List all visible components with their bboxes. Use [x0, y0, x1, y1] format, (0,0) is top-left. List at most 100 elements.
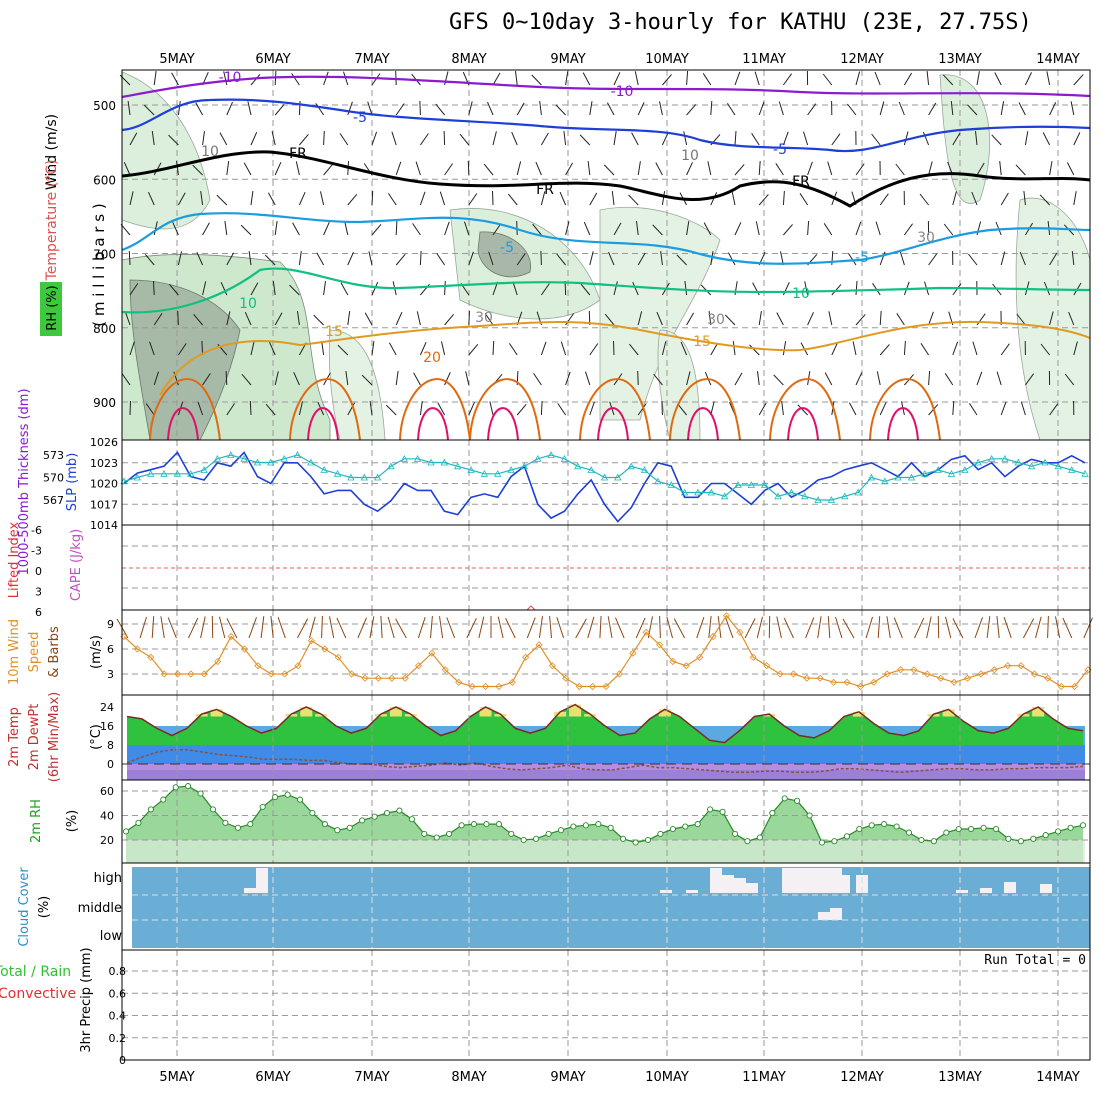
- wind-barb: [613, 340, 615, 356]
- wind-barb: [436, 253, 446, 266]
- thickness-point: [560, 454, 569, 462]
- wind-barb: [492, 72, 501, 86]
- wind-barb: [323, 221, 330, 236]
- cloud-level-label: low: [100, 929, 123, 944]
- wind-barb: [781, 401, 784, 416]
- cloud-cover-block: [710, 868, 722, 893]
- thickness-point: [587, 466, 595, 473]
- wind10-barb: [842, 618, 855, 639]
- thickness-point: [881, 477, 889, 485]
- cloud-cover-block: [746, 883, 758, 893]
- wind-barb: [274, 312, 283, 326]
- wind10-barb: [556, 616, 565, 639]
- ylabel-precip: 3hr Precip (mm): [79, 947, 94, 1052]
- wind10-barb: [1083, 617, 1093, 639]
- wind-barb: [1024, 131, 1029, 146]
- wind-barb: [903, 72, 913, 86]
- wind-barb: [347, 251, 354, 266]
- thickness-point: [574, 462, 582, 470]
- wind-barb: [269, 341, 276, 356]
- wind-barb: [632, 281, 639, 296]
- thickness-point: [280, 454, 288, 462]
- contour-20: [469, 378, 541, 441]
- wind10-barb: [783, 617, 794, 639]
- wind-speed-point: [562, 674, 570, 682]
- wind-barb: [369, 401, 373, 416]
- wind-barb: [337, 344, 349, 356]
- ylabel-speed: Speed: [27, 632, 42, 673]
- wind-barb: [637, 252, 646, 266]
- wind-barb: [952, 400, 955, 416]
- rh-point: [247, 821, 254, 828]
- wind-speed-point: [415, 662, 423, 670]
- wind-speed-point: [174, 670, 182, 678]
- wind-barb: [991, 134, 1002, 146]
- wind-barb: [1000, 343, 1010, 356]
- thickness-point: [814, 496, 822, 503]
- wind-speed-point: [589, 682, 597, 691]
- wind-barb: [516, 253, 526, 266]
- rh-point: [868, 822, 875, 829]
- wind-barb: [565, 371, 571, 386]
- wind-barb: [686, 70, 689, 86]
- wind-speed-point: [1084, 666, 1092, 674]
- wind-barb: [220, 281, 228, 296]
- wind-barb: [928, 102, 937, 116]
- wind-barb: [686, 371, 691, 386]
- wind-barb: [879, 344, 890, 356]
- temp-warm-cap: [927, 714, 940, 717]
- wind-barb: [661, 132, 669, 146]
- wind-barb: [299, 133, 309, 146]
- wind-barb: [129, 341, 135, 356]
- thickness-tick-label: 573: [43, 449, 64, 462]
- wind10-barb: [505, 617, 516, 639]
- wind10-barb: [986, 616, 991, 639]
- thickness-point: [467, 466, 475, 473]
- rh-point: [843, 833, 850, 840]
- contour-20: [869, 378, 941, 441]
- wind-barb: [1018, 102, 1026, 116]
- wind-barb: [1016, 313, 1026, 326]
- wind-barb: [1073, 341, 1078, 356]
- wind-barb: [583, 221, 591, 236]
- thickness-point: [253, 458, 262, 466]
- ylabel-2m-dewpt: 2m DewPt: [27, 704, 42, 771]
- date-label-bottom: 13MAY: [938, 1070, 982, 1085]
- wind-barb: [852, 341, 857, 356]
- wind-barb: [437, 402, 446, 416]
- pressure-tick-label: 800: [93, 322, 116, 336]
- wind-barb: [782, 190, 785, 206]
- pressure-tick-label: 900: [93, 396, 116, 410]
- rh-point: [172, 784, 179, 791]
- wind-barb: [531, 74, 542, 86]
- temp-warm-cap: [374, 714, 387, 717]
- wind-barb: [226, 403, 236, 416]
- wind-barb: [492, 190, 494, 206]
- ylabel-total-rain: Total / Rain: [0, 964, 71, 980]
- wind-barb: [636, 221, 639, 236]
- wind-barb: [387, 193, 397, 206]
- rh-point: [433, 834, 440, 841]
- wind-barb: [952, 283, 962, 296]
- thickness-point: [1081, 469, 1089, 477]
- wind10-barb: [877, 616, 881, 639]
- date-label-bottom: 8MAY: [451, 1070, 486, 1085]
- ylabel-lifted-index: Lifted Index: [7, 521, 22, 598]
- ylabel-rh: RH (%): [45, 285, 60, 330]
- thickness-point: [1027, 462, 1036, 470]
- temp-warm-cap: [763, 714, 776, 717]
- rh-point: [632, 839, 639, 846]
- wind-barb: [782, 341, 787, 356]
- ylabel-minmax: (6hr Min/Max): [47, 692, 62, 782]
- date-label-bottom: 9MAY: [550, 1070, 585, 1085]
- wind10-barb: [151, 616, 155, 639]
- wind-barb: [778, 101, 784, 116]
- thickness-point: [320, 466, 328, 473]
- wind-barb: [734, 130, 737, 146]
- wind-barb: [565, 71, 569, 86]
- wind-barb: [419, 100, 421, 116]
- date-label-top: 12MAY: [840, 52, 884, 67]
- wind10-barb: [270, 616, 274, 639]
- wind-barb: [371, 281, 379, 296]
- rh-area-light: [126, 786, 1083, 863]
